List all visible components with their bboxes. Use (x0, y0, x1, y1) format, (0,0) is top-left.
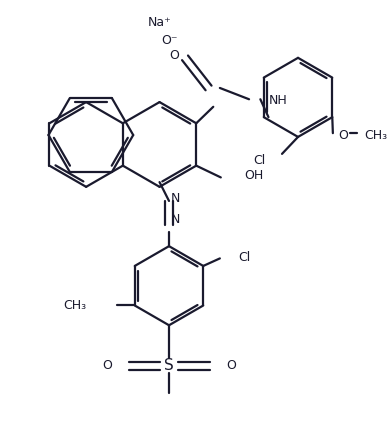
Text: NH: NH (269, 94, 288, 107)
Text: O⁻: O⁻ (161, 34, 177, 47)
Text: O: O (226, 359, 236, 372)
Text: O: O (170, 49, 180, 62)
Text: Cl: Cl (253, 154, 265, 167)
Text: N: N (171, 192, 180, 205)
Text: N: N (171, 213, 180, 226)
Text: CH₃: CH₃ (63, 299, 86, 312)
Text: Cl: Cl (239, 251, 251, 264)
Text: CH₃: CH₃ (364, 129, 387, 142)
Text: S: S (164, 358, 174, 373)
Text: OH: OH (244, 169, 263, 182)
Text: Na⁺: Na⁺ (147, 16, 171, 29)
Text: O: O (102, 359, 112, 372)
Text: O: O (338, 129, 348, 142)
